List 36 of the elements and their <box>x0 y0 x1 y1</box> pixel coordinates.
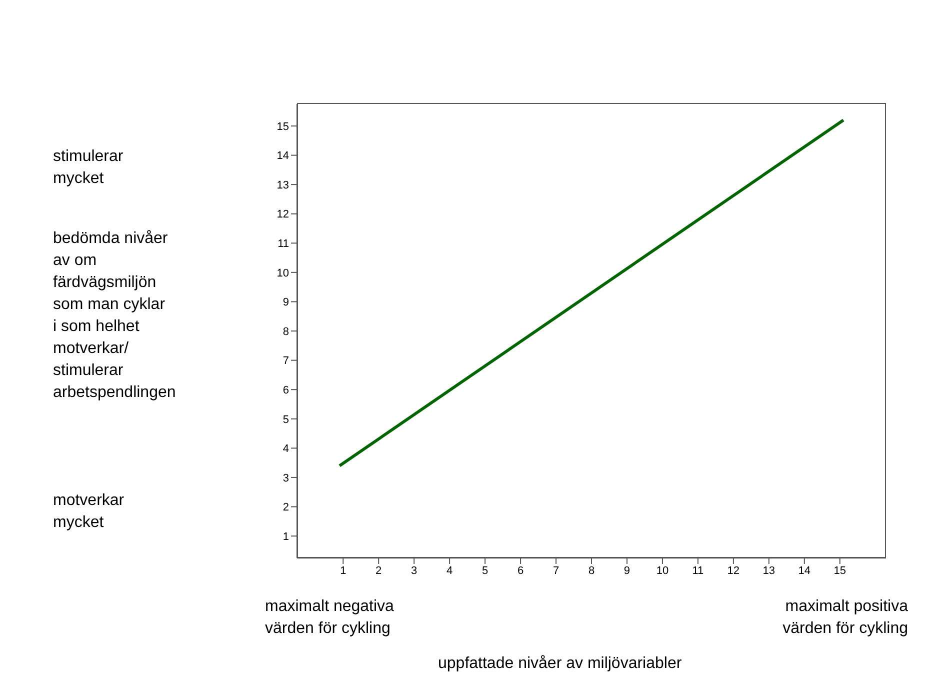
text: maximalt positiva värden för cykling <box>782 597 908 639</box>
y-tick-label: 1 <box>282 530 289 543</box>
text: maximalt negativa värden för cykling <box>265 597 394 639</box>
y-tick-label: 3 <box>282 472 289 484</box>
text: stimulerar mycket <box>53 147 124 189</box>
x-tick-label: 9 <box>624 564 630 577</box>
y-tick-label: 11 <box>278 238 289 250</box>
x-tick-label: 12 <box>727 564 740 577</box>
y-tick-label: 2 <box>282 502 289 514</box>
y-tick-label: 15 <box>276 120 289 133</box>
y-tick-label: 4 <box>282 443 289 456</box>
y-tick-label: 7 <box>282 355 289 368</box>
y-tick-label: 9 <box>282 296 289 309</box>
y-tick-label: 10 <box>276 267 289 280</box>
text: bedömda nivåer av om färdvägsmiljön som man cyklar i som helhet motverkar/ stimulerar arbetspendlingen <box>53 229 176 403</box>
x-tick-label: 7 <box>552 564 560 577</box>
x-tick-label: 3 <box>411 564 418 577</box>
y-tick-label: 5 <box>282 414 289 426</box>
y-tick-label: 6 <box>282 384 289 396</box>
x-tick-label: 10 <box>656 564 669 577</box>
y-tick-label: 12 <box>276 208 289 221</box>
x-tick-label: 11 <box>692 564 704 577</box>
y-tick-label: 14 <box>276 150 289 162</box>
x-tick-label: 13 <box>762 564 776 577</box>
x-tick-label: 1 <box>340 564 346 577</box>
text: motverkar mycket <box>53 491 124 533</box>
x-tick-label: 2 <box>376 564 382 577</box>
x-tick-label: 14 <box>798 564 811 577</box>
x-tick-label: 8 <box>588 564 595 577</box>
x-axis-title: uppfattade nivåer av miljövariabler <box>438 654 682 674</box>
x-tick-label: 15 <box>834 564 846 577</box>
y-tick-label: 8 <box>282 326 289 338</box>
x-tick-label: 5 <box>482 564 488 577</box>
x-tick-label: 4 <box>446 564 453 577</box>
y-tick-label: 13 <box>276 179 289 192</box>
x-tick-label: 6 <box>517 564 524 577</box>
